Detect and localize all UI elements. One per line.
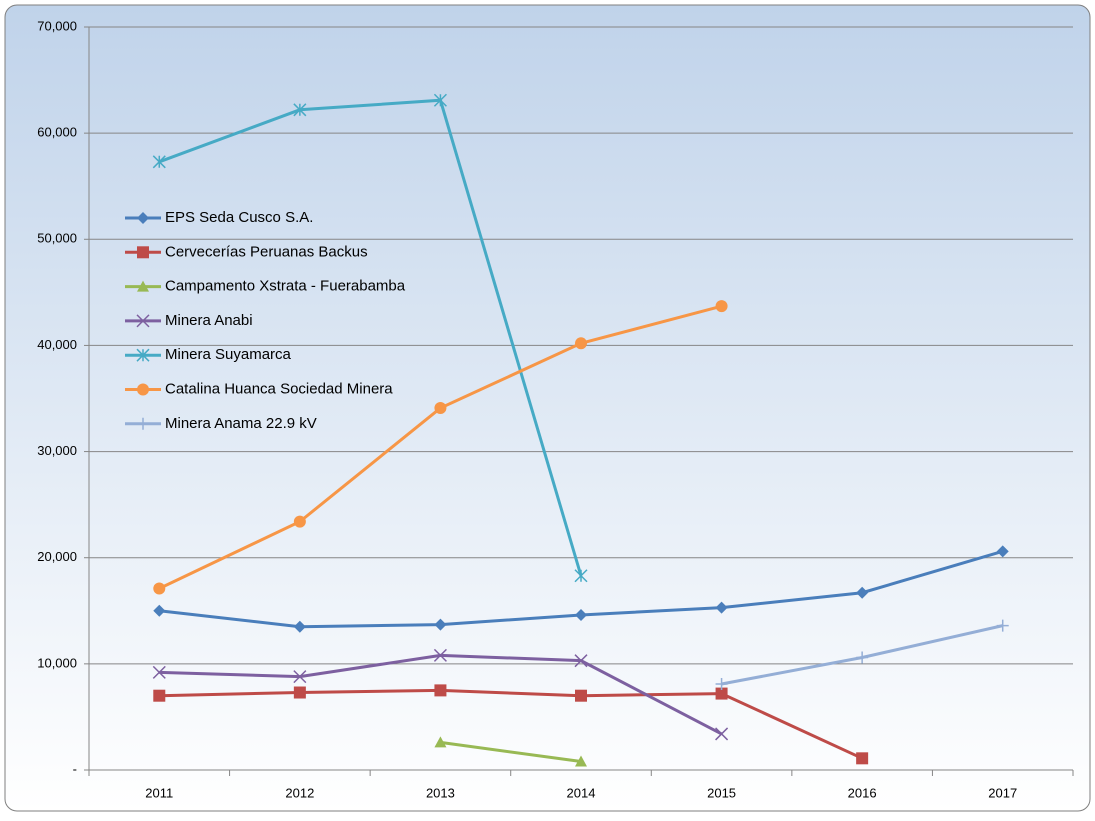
x-tick-label: 2012 [285,785,314,800]
marker [434,684,447,697]
y-tick-label: 10,000 [37,655,77,670]
series-line [440,740,582,763]
marker [575,337,587,350]
marker [715,687,728,700]
marker [153,604,166,617]
marker [137,212,149,224]
marker [574,654,588,668]
marker [856,651,869,664]
marker [434,736,447,748]
chart-frame [4,4,1091,812]
marker [996,545,1009,558]
y-tick-label: 50,000 [37,231,77,246]
legend-label: Cervecerías Peruanas Backus [165,243,368,260]
y-tick-label: 60,000 [37,125,77,140]
marker [575,609,587,622]
marker [293,103,307,117]
marker [856,586,869,599]
legend-label: Catalina Huanca Sociedad Minera [165,380,393,397]
marker [715,601,728,614]
marker [574,569,588,583]
y-tick-label: 20,000 [37,549,77,564]
marker [433,93,447,107]
marker [293,515,306,528]
series-line [158,98,583,577]
marker [136,314,150,328]
marker [136,348,150,362]
legend-label: Minera Suyamarca [165,346,292,363]
marker [434,618,447,631]
marker [715,727,729,741]
marker [153,689,166,702]
marker [137,246,149,259]
series-line [159,688,863,760]
marker [575,755,587,767]
marker [856,752,869,765]
marker [433,648,447,662]
y-tick-label: 40,000 [37,337,77,352]
y-tick-label: 70,000 [37,18,77,33]
marker [152,155,166,169]
x-tick-label: 2015 [707,785,736,800]
marker [293,620,306,633]
x-tick-label: 2017 [988,785,1017,800]
marker [715,300,728,313]
marker [137,383,149,396]
x-tick-label: 2013 [426,785,455,800]
legend-label: Campamento Xstrata - Fuerabamba [165,278,406,295]
marker [996,619,1009,632]
legend-label: EPS Seda Cusco S.A. [165,209,313,226]
marker [137,280,149,292]
x-tick-label: 2011 [145,785,173,800]
marker [575,689,587,702]
legend-label: Minera Anabi [165,312,253,329]
marker [715,678,728,691]
x-tick-label: 2016 [848,785,877,800]
marker [434,402,447,415]
marker [293,686,306,699]
marker [137,417,149,430]
legend-label: Minera Anama 22.9 kV [165,415,317,432]
y-tick-label: 30,000 [37,443,77,458]
marker [152,665,166,679]
x-tick-label: 2014 [567,785,596,800]
marker [293,670,307,684]
marker [153,582,166,595]
y-tick-label: - [73,761,77,776]
